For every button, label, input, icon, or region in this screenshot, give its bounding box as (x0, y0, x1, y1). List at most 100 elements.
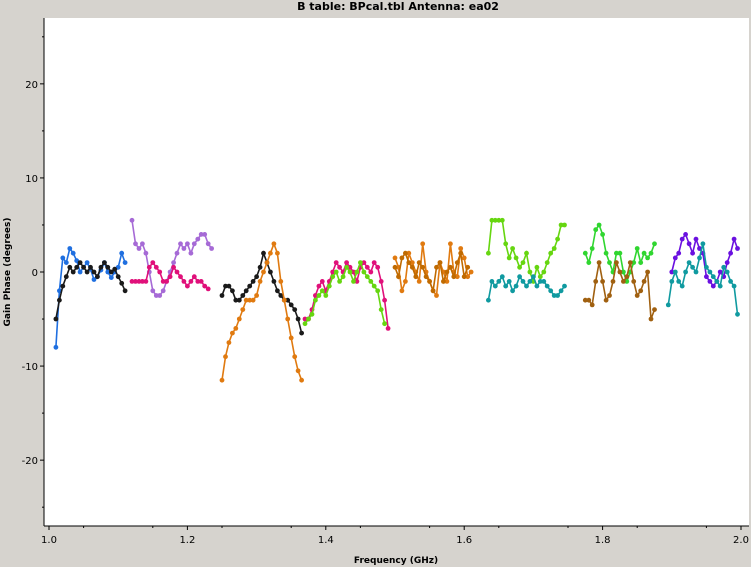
data-point (548, 250, 554, 256)
data-point (710, 283, 716, 289)
data-point (247, 297, 253, 303)
data-point (506, 255, 512, 261)
data-point (645, 255, 650, 261)
data-point (84, 269, 90, 275)
data-point (693, 269, 699, 275)
data-point (278, 279, 284, 284)
data-point (728, 250, 733, 256)
data-point (544, 283, 550, 289)
data-point (309, 311, 315, 317)
data-point (441, 279, 446, 284)
data-point (268, 269, 273, 275)
data-point (133, 241, 138, 247)
data-point (724, 269, 730, 275)
data-point (541, 269, 547, 275)
series-6 (302, 260, 391, 331)
data-point (520, 260, 526, 265)
series-12 (582, 222, 657, 284)
data-point (434, 264, 439, 270)
data-point (88, 264, 93, 270)
data-point (330, 269, 336, 275)
series-7 (302, 260, 387, 327)
data-point (503, 283, 509, 289)
data-point (562, 283, 567, 289)
data-point (316, 293, 322, 298)
data-point (351, 279, 356, 284)
data-point (257, 279, 263, 284)
data-point (146, 264, 152, 270)
data-point (354, 269, 360, 275)
data-point (368, 279, 374, 284)
data-point (710, 274, 716, 280)
data-point (558, 222, 564, 228)
data-point (392, 264, 398, 270)
data-point (102, 260, 107, 265)
data-point (416, 279, 422, 284)
data-point (285, 316, 291, 322)
data-point (382, 321, 387, 327)
data-point (178, 274, 183, 280)
data-point (240, 307, 246, 312)
data-point (185, 283, 190, 289)
x-tick-label: 1.8 (595, 535, 611, 546)
data-point (157, 293, 163, 298)
data-point (254, 293, 259, 298)
data-point (115, 274, 121, 280)
data-point (337, 264, 342, 270)
data-point (593, 279, 599, 284)
data-point (136, 279, 142, 284)
data-point (735, 311, 740, 317)
data-point (371, 260, 377, 265)
data-point (67, 246, 73, 251)
data-point (544, 260, 550, 265)
data-point (524, 283, 529, 289)
data-point (672, 269, 678, 275)
data-point (299, 377, 304, 383)
data-point (534, 264, 540, 270)
data-point (261, 269, 266, 275)
data-point (236, 297, 242, 303)
data-point (731, 236, 737, 242)
data-point (105, 269, 111, 275)
data-point (617, 269, 623, 275)
data-point (77, 269, 83, 275)
data-point (603, 297, 609, 303)
data-point (499, 274, 505, 280)
data-point (537, 279, 543, 284)
data-point (129, 217, 135, 223)
data-point (295, 368, 301, 374)
data-point (430, 288, 436, 294)
data-marks (53, 217, 740, 383)
data-point (285, 297, 291, 303)
x-tick-label: 1.2 (179, 535, 195, 546)
data-point (624, 279, 630, 284)
data-point (499, 217, 505, 223)
data-point (541, 279, 547, 284)
data-point (344, 260, 349, 265)
data-point (631, 279, 637, 284)
data-point (198, 232, 204, 237)
data-point (233, 297, 239, 303)
data-point (593, 227, 599, 233)
data-point (371, 283, 377, 289)
series-2 (129, 217, 215, 298)
data-point (517, 264, 522, 270)
axis-ticks: -20 -10 0 10 20 1.0 1.2 1.4 1.6 1.8 2.0 (22, 36, 749, 546)
data-point (683, 232, 688, 237)
data-point (188, 250, 194, 256)
data-point (167, 274, 173, 280)
series-3 (129, 260, 211, 292)
data-point (275, 288, 280, 294)
data-point (409, 264, 415, 270)
data-point (382, 297, 387, 303)
data-point (534, 283, 540, 289)
data-point (226, 340, 232, 345)
data-point (406, 250, 412, 256)
data-point (219, 293, 225, 298)
data-point (254, 274, 259, 280)
data-point (527, 279, 533, 284)
data-point (91, 277, 97, 282)
data-point (624, 274, 630, 280)
data-point (589, 246, 595, 251)
data-point (278, 293, 284, 298)
